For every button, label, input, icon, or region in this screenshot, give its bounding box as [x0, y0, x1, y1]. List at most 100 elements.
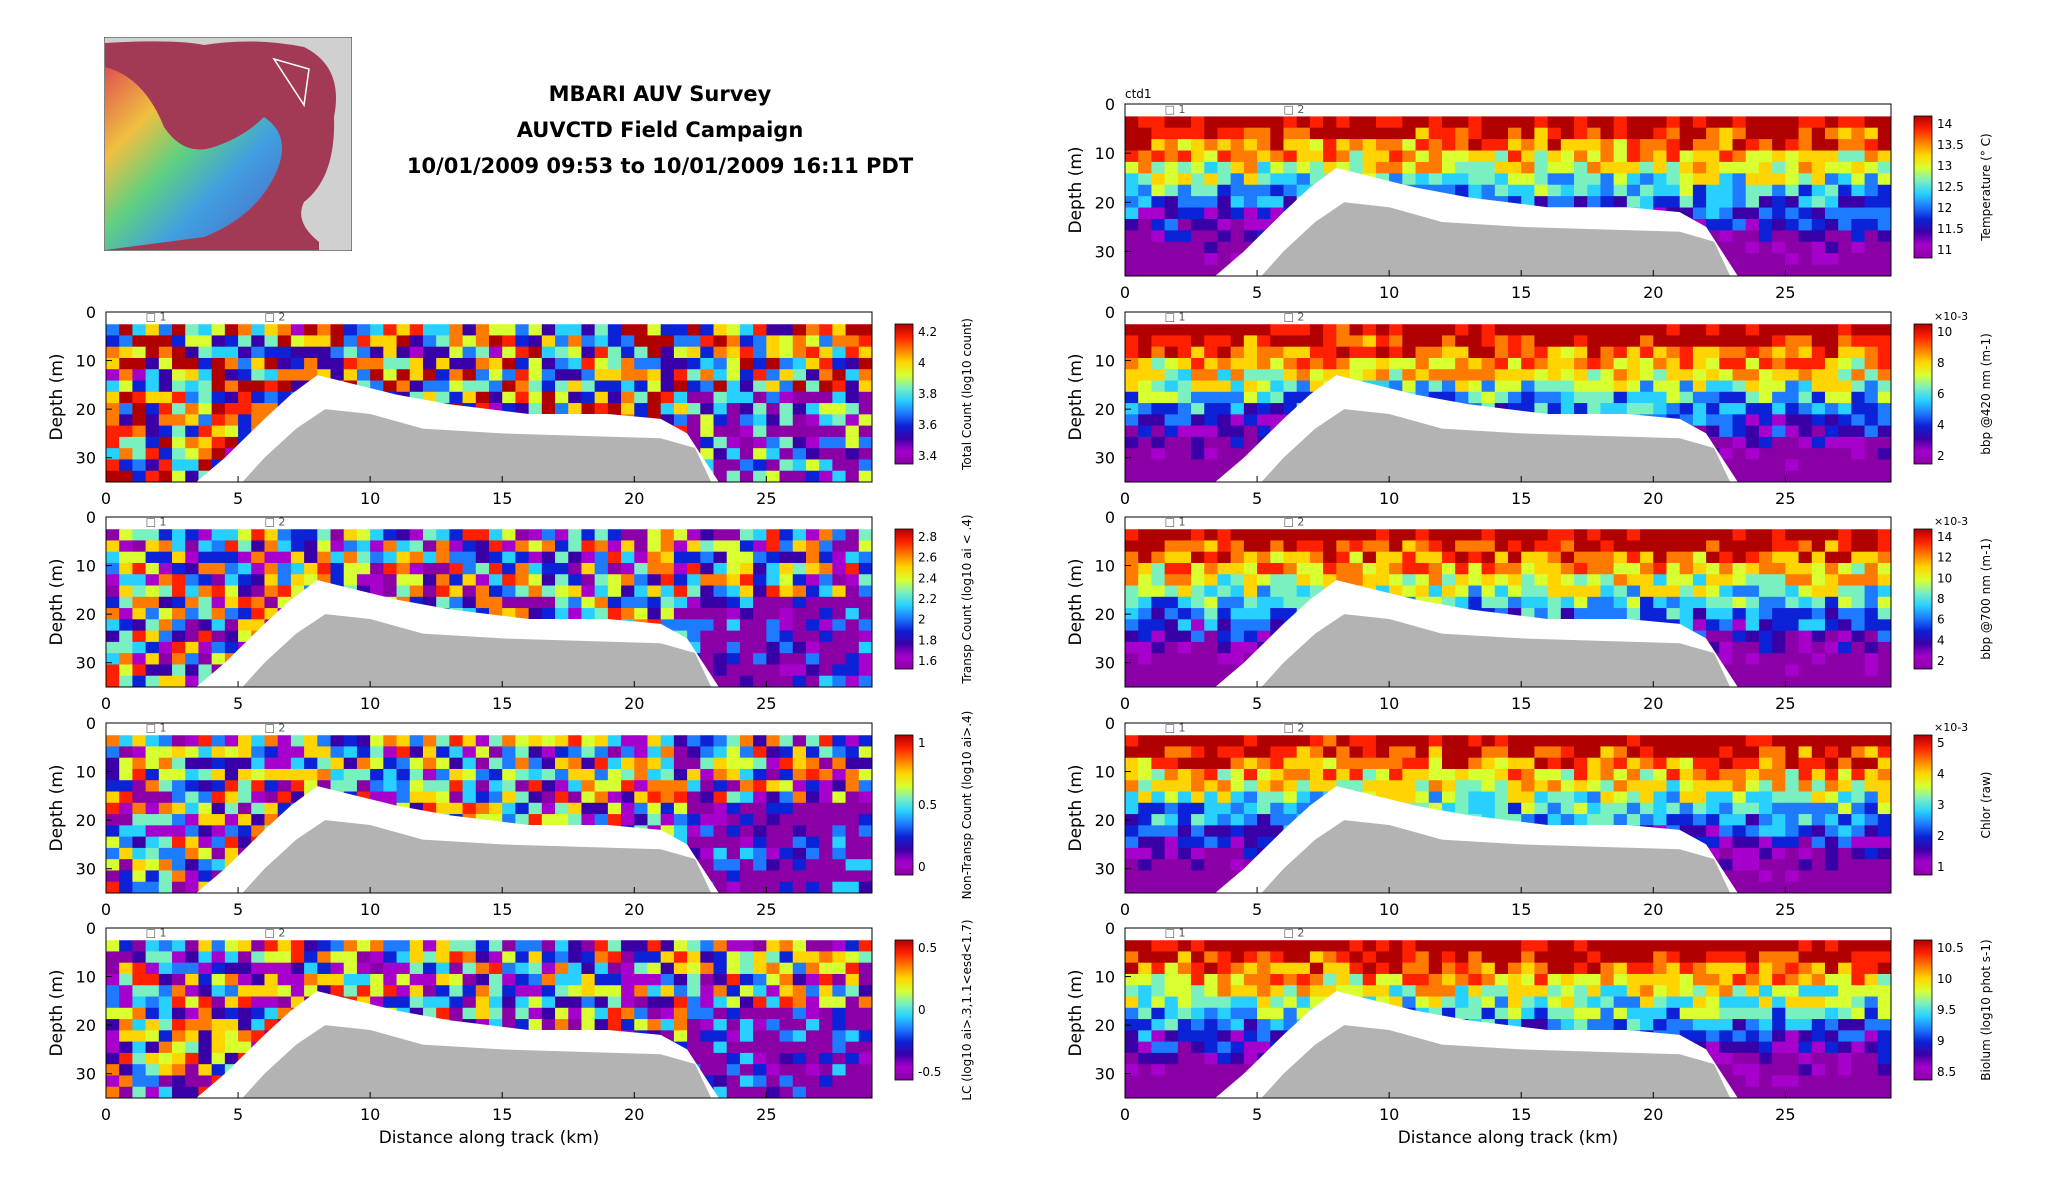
data-cell — [396, 985, 411, 998]
data-cell — [687, 335, 701, 348]
data-cell — [581, 962, 596, 975]
data-cell — [858, 664, 872, 677]
data-cell — [1521, 346, 1536, 359]
data-cell — [528, 324, 543, 337]
data-cell — [106, 985, 120, 998]
data-cell — [132, 1041, 147, 1054]
data-cell — [343, 562, 358, 575]
data-cell — [290, 380, 305, 393]
data-cell — [317, 962, 332, 975]
data-cell — [119, 608, 134, 620]
data-cell — [185, 574, 200, 587]
data-cell — [383, 768, 398, 781]
data-cell — [845, 562, 860, 575]
data-cell — [132, 791, 147, 804]
data-cell — [1243, 184, 1258, 197]
data-cell — [1560, 116, 1575, 129]
data-cell — [713, 757, 728, 770]
data-cell — [158, 1007, 173, 1020]
waypoint-label: □ 1 — [146, 311, 167, 324]
data-cell — [1877, 161, 1891, 174]
data-cell — [726, 641, 741, 654]
data-cell — [158, 653, 173, 666]
data-cell — [819, 346, 833, 359]
data-cell — [238, 357, 252, 370]
data-cell — [198, 380, 213, 393]
data-cell — [1758, 139, 1773, 152]
data-cell — [1785, 403, 1800, 415]
data-cell — [185, 1086, 200, 1098]
data-cell — [805, 529, 820, 542]
data-cell — [1811, 357, 1826, 370]
data-cell — [449, 369, 464, 382]
data-cell — [211, 825, 226, 838]
data-cell — [739, 1052, 754, 1065]
data-cell — [673, 746, 688, 759]
data-cell — [739, 791, 754, 804]
data-cell — [1494, 116, 1509, 129]
data-cell — [687, 357, 701, 370]
data-cell — [555, 335, 569, 348]
data-cell — [1230, 196, 1245, 209]
data-cell — [1125, 264, 1139, 276]
data-cell — [541, 1007, 556, 1020]
data-cell — [396, 335, 411, 348]
data-cell — [356, 574, 371, 587]
data-cell — [1217, 150, 1232, 163]
waypoint-label: □ 1 — [146, 722, 167, 735]
data-cell — [1362, 139, 1377, 152]
data-cell — [330, 735, 345, 748]
waypoint-label: □ 2 — [264, 927, 285, 940]
data-cell — [1706, 335, 1720, 348]
data-cell — [1428, 369, 1443, 382]
data-cell — [317, 562, 332, 575]
data-cell — [568, 551, 583, 564]
data-cell — [1758, 357, 1773, 370]
data-cell — [1164, 264, 1179, 276]
data-cell — [1692, 173, 1707, 186]
data-cell — [370, 735, 384, 748]
data-cell — [211, 357, 226, 370]
data-cell — [383, 757, 398, 770]
data-cell — [343, 735, 358, 748]
data-cell — [1574, 357, 1588, 370]
data-cell — [832, 847, 847, 860]
data-cell — [1745, 425, 1760, 438]
data-cell — [396, 380, 411, 393]
data-cell — [515, 540, 530, 553]
data-cell — [726, 1007, 741, 1020]
data-cell — [1560, 127, 1575, 140]
data-cell — [462, 940, 477, 953]
data-cell — [1415, 116, 1430, 129]
data-cell — [119, 664, 134, 677]
data-cell — [515, 391, 530, 404]
data-cell — [1534, 161, 1549, 174]
data-cell — [1164, 380, 1179, 393]
data-cell — [541, 574, 556, 587]
data-cell — [1864, 324, 1879, 337]
data-cell — [700, 746, 715, 759]
data-cell — [185, 403, 200, 415]
data-cell — [819, 585, 833, 598]
data-cell — [224, 973, 239, 986]
data-cell — [277, 735, 292, 748]
data-cell — [1257, 196, 1271, 209]
data-cell — [172, 675, 186, 687]
data-cell — [805, 335, 820, 348]
data-cell — [1785, 150, 1800, 163]
data-cell — [1375, 369, 1390, 382]
data-cell — [106, 608, 120, 620]
data-cell — [396, 940, 411, 953]
data-cell — [779, 675, 794, 687]
data-cell — [489, 996, 503, 1009]
data-cell — [343, 757, 358, 770]
data-cell — [1772, 161, 1786, 174]
data-cell — [119, 380, 134, 393]
data-cell — [238, 746, 252, 759]
data-cell — [779, 768, 794, 781]
data-cell — [1191, 253, 1205, 266]
data-cell — [224, 641, 239, 654]
data-cell — [158, 324, 173, 337]
